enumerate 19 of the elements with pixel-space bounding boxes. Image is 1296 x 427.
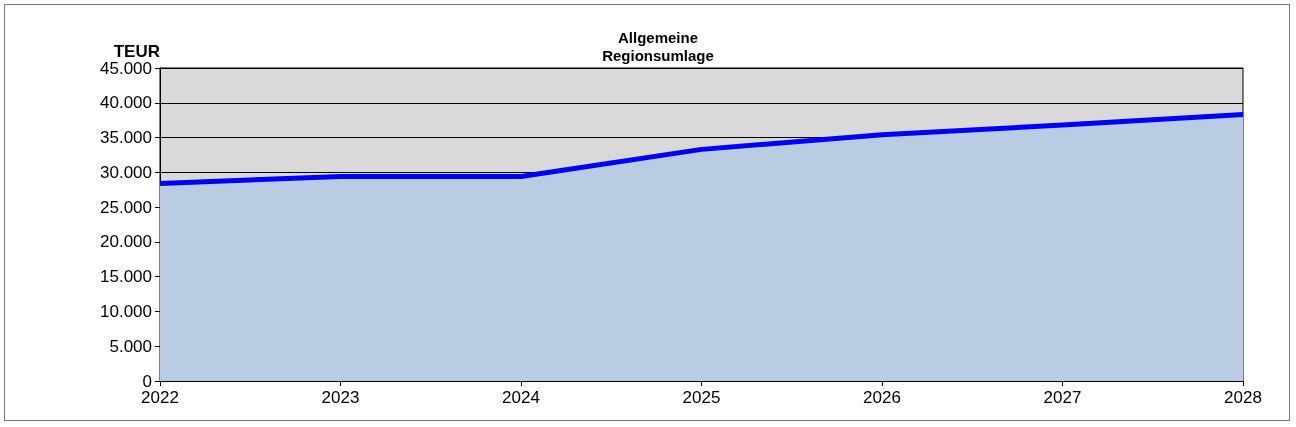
y-tick-label: 30.000	[100, 162, 152, 182]
x-tick-label: 2026	[863, 388, 901, 407]
y-tick-label: 25.000	[100, 197, 152, 217]
y-tick-label: 40.000	[100, 93, 152, 113]
y-tick-label: 0	[142, 371, 152, 391]
chart-title: Allgemeine Regionsumlage	[602, 28, 714, 64]
y-axis-title: TEUR	[113, 41, 160, 61]
y-tick-label: 35.000	[100, 128, 152, 148]
x-tick-label: 2022	[141, 388, 179, 407]
x-tick-label: 2023	[321, 388, 360, 407]
x-tick-label: 2027	[1043, 388, 1082, 407]
y-tick-label: 5.000	[109, 336, 152, 356]
x-tick-label: 2025	[682, 388, 721, 407]
y-tick-label: 15.000	[100, 267, 152, 287]
y-tick-label: 10.000	[100, 301, 152, 321]
x-tick-label: 2024	[502, 388, 540, 407]
y-tick-label: 45.000	[100, 58, 152, 78]
x-tick-label: 2028	[1224, 388, 1262, 407]
y-tick-label: 20.000	[100, 232, 152, 252]
